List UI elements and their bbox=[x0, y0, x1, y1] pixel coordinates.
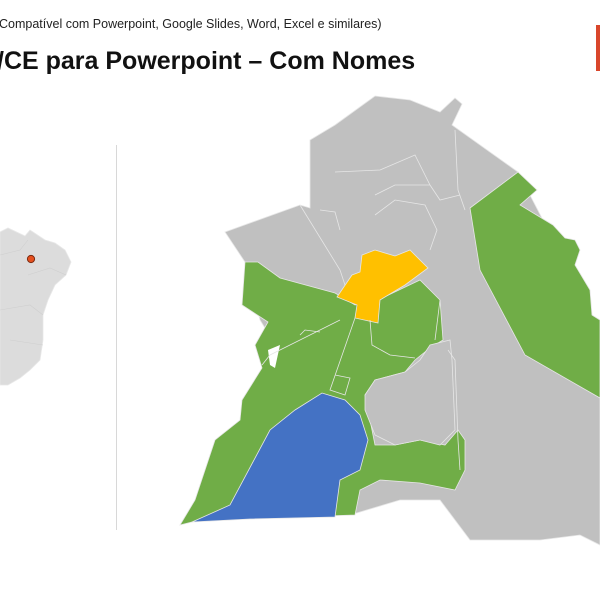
slide-subtitle: Compatível com Powerpoint, Google Slides… bbox=[0, 17, 382, 31]
divider bbox=[116, 145, 117, 530]
brazil-locator-map bbox=[0, 227, 72, 386]
region-green-east[interactable] bbox=[469, 171, 600, 399]
location-dot-icon bbox=[26, 254, 36, 264]
region-yellow[interactable] bbox=[336, 249, 429, 324]
slide-title: /CE para Powerpoint – Com Nomes bbox=[0, 47, 416, 75]
region-gray-island[interactable] bbox=[364, 339, 456, 446]
region-blue[interactable] bbox=[191, 392, 369, 523]
region-white-hole bbox=[268, 345, 280, 368]
state-borders bbox=[0, 239, 67, 346]
municipality-map bbox=[179, 95, 600, 546]
internal-borders bbox=[261, 129, 466, 471]
brand-mark bbox=[596, 25, 600, 71]
brazil-shape bbox=[0, 227, 72, 386]
